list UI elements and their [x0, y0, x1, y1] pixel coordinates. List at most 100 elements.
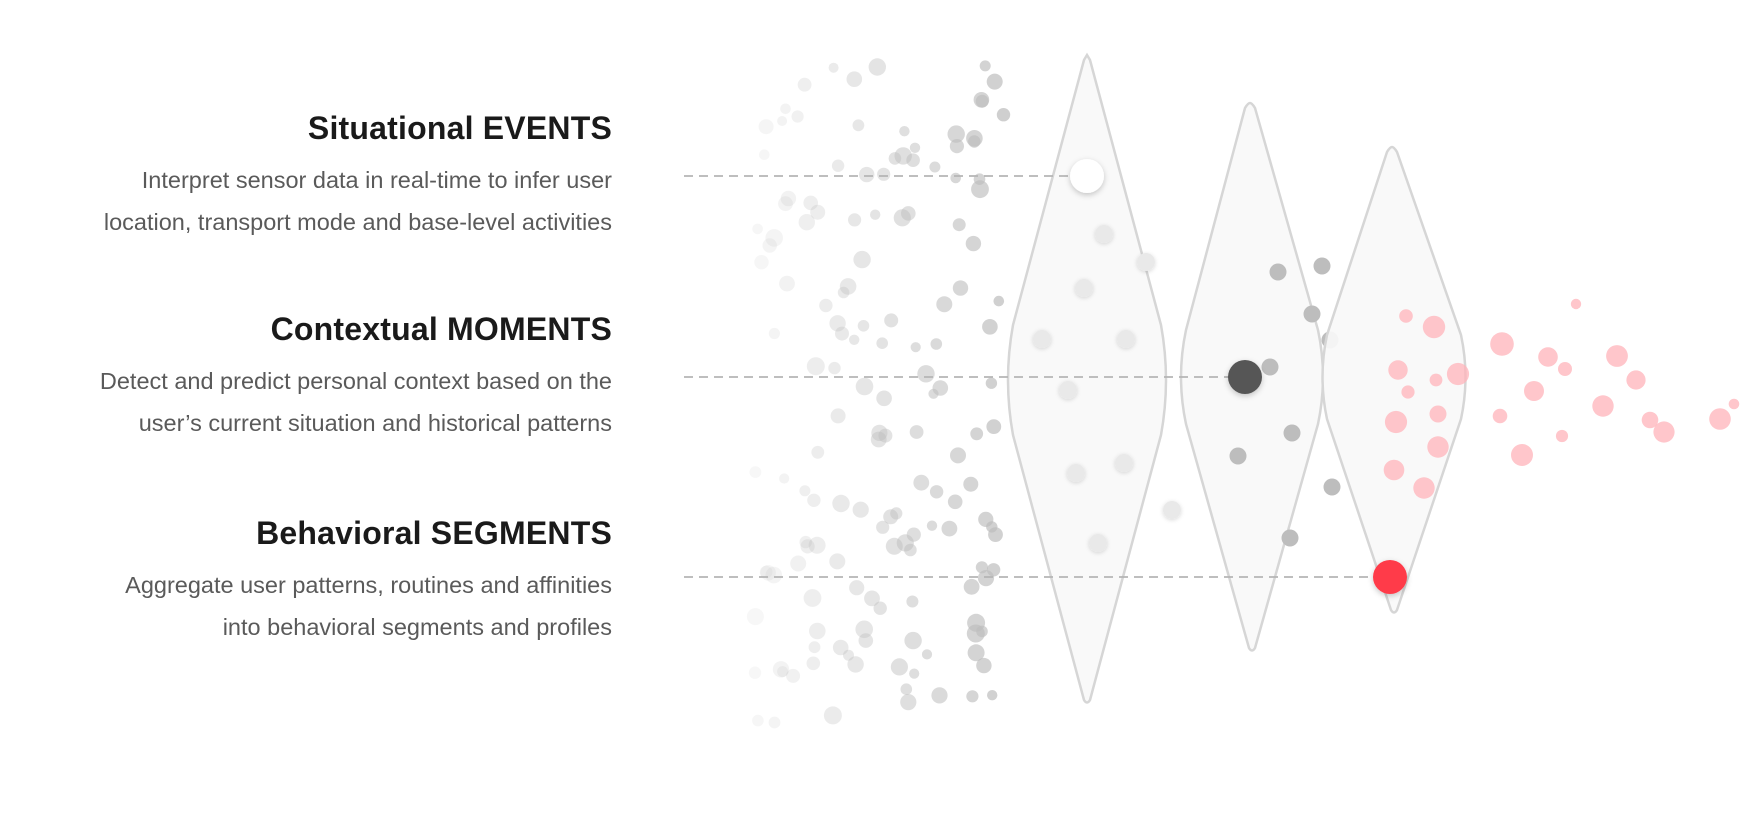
- decor-dot: [870, 209, 881, 220]
- decor-dot: [909, 425, 924, 439]
- decor-dot: [749, 466, 762, 478]
- decor-dot: [800, 539, 815, 554]
- decor-dot: [810, 204, 826, 220]
- decor-dot: [1626, 370, 1646, 390]
- decor-dot: [952, 218, 966, 232]
- section-behavioral-segments: Behavioral SEGMENTS Aggregate user patte…: [125, 515, 612, 648]
- decor-dot: [758, 119, 774, 135]
- decor-dot: [855, 620, 873, 639]
- decor-dot: [878, 428, 893, 443]
- decor-dot: [1592, 395, 1614, 417]
- decor-dot: [1555, 429, 1569, 443]
- decor-dot: [790, 555, 807, 572]
- decor-dot: [1422, 315, 1446, 339]
- decor-dot: [976, 625, 988, 638]
- decor-dot: [1641, 411, 1659, 429]
- diamond-layer-segments: [1321, 145, 1467, 614]
- decor-dot: [847, 656, 864, 673]
- decor-dot: [976, 657, 992, 674]
- decor-dot: [926, 520, 938, 531]
- decor-dot: [970, 427, 984, 441]
- decor-dot: [1413, 477, 1435, 499]
- decor-dot: [965, 235, 982, 252]
- decor-dot: [900, 694, 917, 711]
- decor-dot: [988, 527, 1003, 542]
- decor-dot: [973, 92, 990, 108]
- decor-dot: [835, 326, 849, 341]
- decor-dot: [1059, 381, 1077, 399]
- decor-dot: [929, 485, 944, 499]
- decor-dot: [811, 445, 825, 459]
- decor-dot: [947, 125, 965, 143]
- decor-dot: [876, 390, 892, 407]
- decor-dot: [1446, 362, 1470, 386]
- decor-dot: [950, 447, 966, 464]
- decor-dot: [1229, 447, 1247, 465]
- decor-dot: [876, 520, 890, 534]
- decor-dot: [982, 319, 998, 335]
- decor-dot: [780, 103, 791, 115]
- decor-dot: [917, 365, 935, 383]
- decor-dot: [797, 77, 812, 92]
- decor-dot: [888, 152, 902, 165]
- decor-dot: [1653, 421, 1675, 443]
- decor-dot: [1709, 408, 1731, 430]
- decor-dot: [803, 195, 818, 211]
- decor-dot: [848, 213, 862, 227]
- decor-dot: [876, 337, 888, 350]
- decor-dot: [1388, 360, 1408, 380]
- decor-dot: [900, 683, 913, 695]
- decor-dot: [759, 149, 770, 160]
- decor-dot: [1728, 398, 1740, 410]
- decor-dot: [1261, 358, 1279, 376]
- decor-dot: [894, 147, 912, 165]
- decor-dot: [893, 209, 911, 227]
- decor-dot: [1269, 263, 1287, 281]
- decor-dot: [871, 424, 888, 441]
- decor-dot: [849, 580, 865, 596]
- decor-dot: [752, 223, 763, 235]
- decor-dot: [941, 520, 958, 537]
- section-description-line: into behavioral segments and profiles: [222, 614, 612, 640]
- decor-dot: [809, 622, 826, 640]
- decor-dot: [772, 661, 790, 678]
- decor-dot: [1303, 305, 1321, 323]
- section-description-line: location, transport mode and base-level …: [103, 209, 612, 235]
- decor-dot: [849, 334, 860, 345]
- decor-dot: [1427, 436, 1449, 458]
- decor-dot: [803, 589, 822, 607]
- decor-dot: [799, 535, 812, 549]
- decor-dot: [947, 494, 963, 510]
- decor-dot: [1606, 345, 1628, 367]
- decor-dot: [1095, 225, 1113, 243]
- decor-dot: [746, 608, 764, 626]
- section-title: Situational EVENTS: [307, 110, 612, 146]
- decor-dot: [1075, 279, 1093, 297]
- decor-dot: [1163, 501, 1181, 519]
- decor-dot: [807, 493, 821, 507]
- decor-dot: [929, 161, 941, 173]
- decor-dot: [1137, 253, 1155, 271]
- decor-dot: [996, 108, 1011, 122]
- moment-marker-dot: [1228, 360, 1262, 394]
- decor-dot: [762, 238, 777, 253]
- decor-dot: [777, 666, 789, 678]
- decor-dot: [759, 565, 773, 579]
- decor-dot: [1511, 444, 1533, 466]
- decor-dot: [830, 408, 846, 424]
- decor-dot: [806, 357, 825, 376]
- decor-dot: [936, 296, 953, 313]
- scattered-gray-dots: [746, 58, 1011, 729]
- decor-dot: [778, 196, 793, 212]
- decor-dot: [799, 485, 811, 497]
- decor-dot: [853, 250, 871, 269]
- decor-dot: [1401, 385, 1415, 399]
- decor-dot: [765, 566, 783, 584]
- decor-dot: [859, 166, 875, 183]
- decor-dot: [748, 666, 762, 679]
- decor-dot: [779, 473, 790, 484]
- decor-dot: [909, 142, 921, 153]
- decor-dot: [931, 687, 948, 704]
- decor-dot: [1399, 309, 1413, 323]
